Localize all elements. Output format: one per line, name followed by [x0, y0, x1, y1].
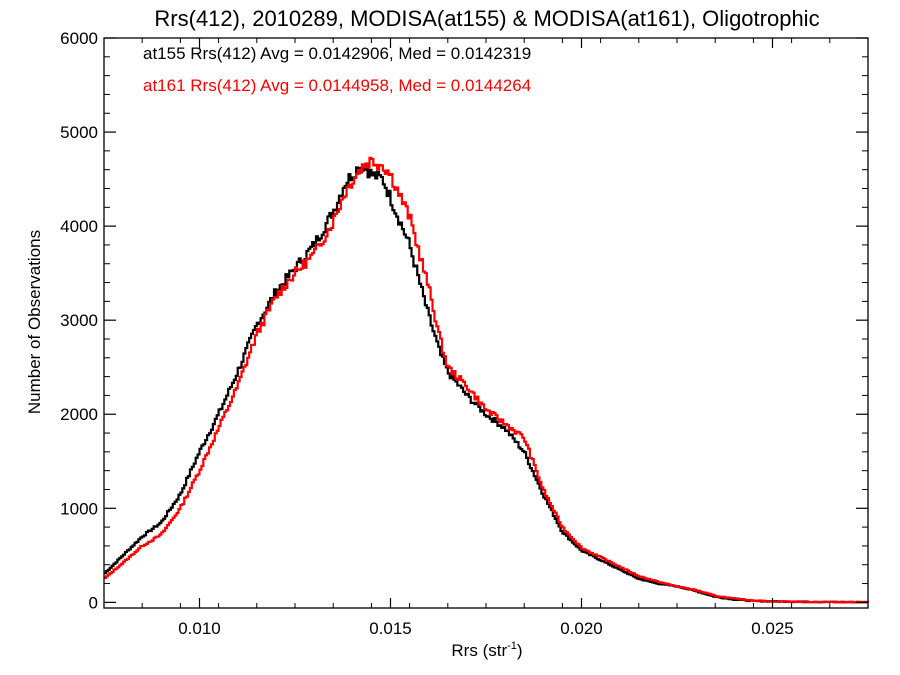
- y-tick-label: 0: [89, 593, 98, 612]
- chart-title: Rrs(412), 2010289, MODISA(at155) & MODIS…: [154, 6, 819, 31]
- x-axis-label: Rrs (str-1): [451, 640, 522, 660]
- y-axis-label: Number of Observations: [25, 230, 44, 414]
- x-tick-label: 0.025: [751, 619, 794, 638]
- x-axis-label-end: ): [517, 641, 523, 660]
- y-tick-label: 3000: [60, 311, 98, 330]
- series-line-1: [104, 165, 870, 604]
- x-tick-label: 0.010: [178, 619, 221, 638]
- y-tick-label: 5000: [60, 123, 98, 142]
- x-axis-label-superscript: -1: [507, 640, 517, 652]
- y-tick-label: 6000: [60, 29, 98, 48]
- annotation-at155-stats: at155 Rrs(412) Avg = 0.0142906, Med = 0.…: [143, 44, 531, 63]
- y-axis: 0 1000 2000 3000 4000 5000 6000: [60, 29, 868, 612]
- x-axis-label-main: Rrs (str: [451, 641, 507, 660]
- x-tick-label: 0.015: [369, 619, 412, 638]
- plot-frame: [103, 37, 869, 609]
- series-layer: [104, 156, 870, 604]
- y-tick-label: 2000: [60, 405, 98, 424]
- y-tick-label: 4000: [60, 217, 98, 236]
- x-axis: 0.010 0.015 0.020 0.025: [141, 38, 831, 638]
- y-tick-label: 1000: [60, 499, 98, 518]
- annotation-at161-stats: at161 Rrs(412) Avg = 0.0144958, Med = 0.…: [143, 76, 531, 95]
- x-tick-label: 0.020: [560, 619, 603, 638]
- series-line-2: [104, 156, 870, 604]
